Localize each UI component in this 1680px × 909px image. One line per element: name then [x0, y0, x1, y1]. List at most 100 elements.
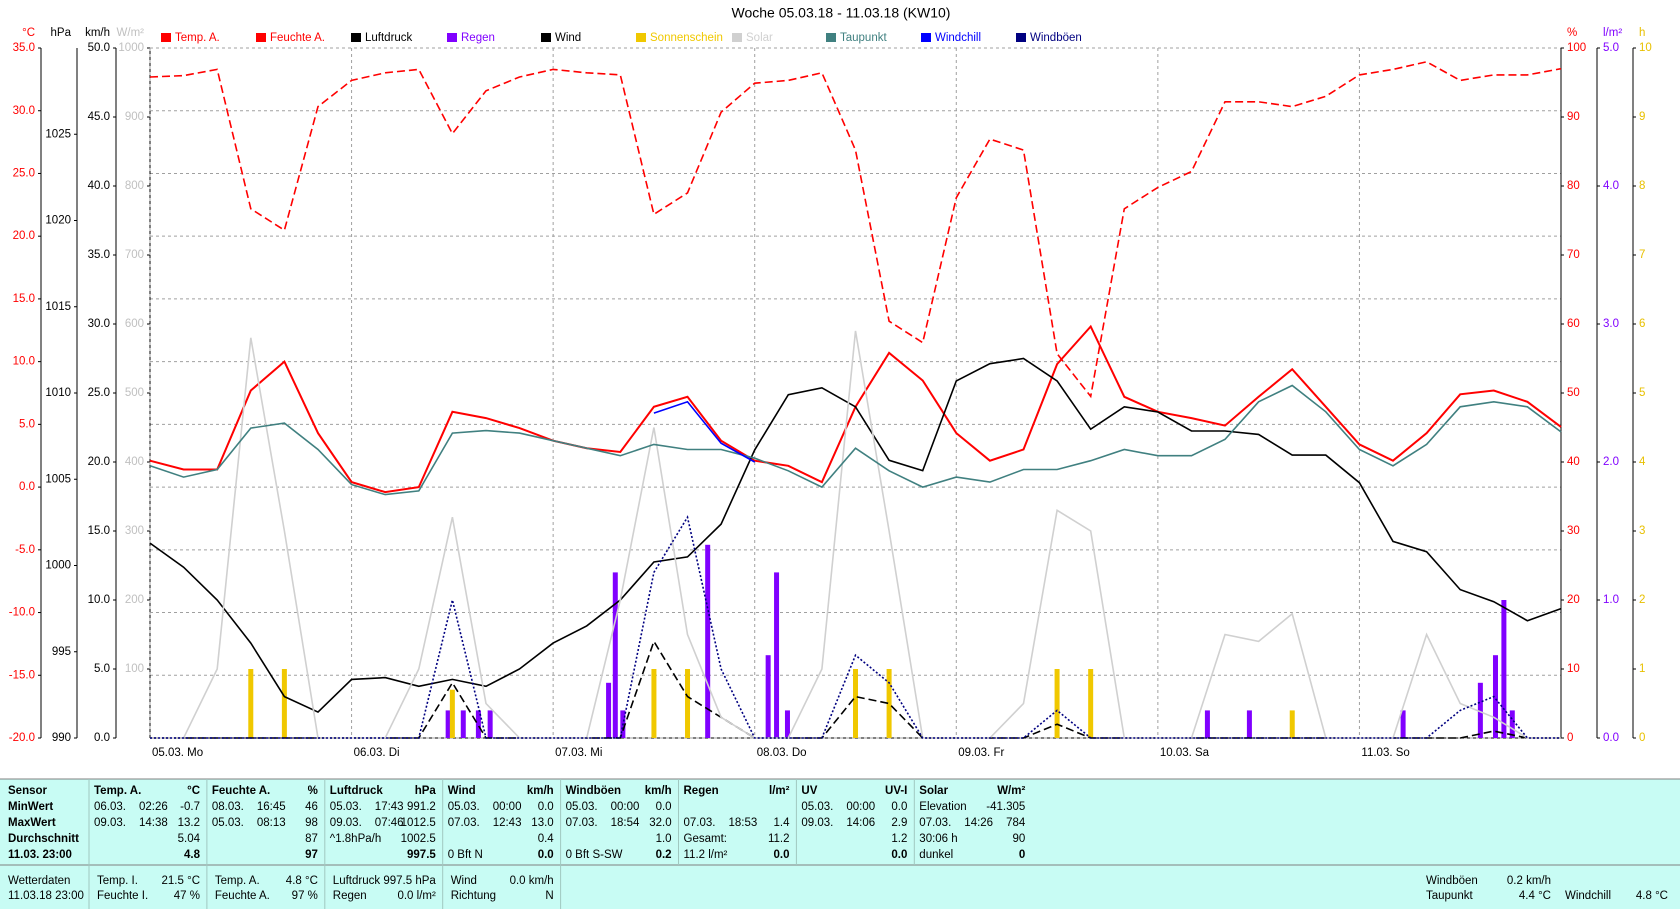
y-tick-label: 1015 [45, 301, 71, 313]
y-tick-label: 35.0 [88, 249, 110, 261]
table-cell: Gesamt: [684, 833, 727, 845]
y-tick-label: 20 [1567, 594, 1580, 606]
table-cell: 0.0 [891, 849, 907, 861]
y-tick-label: 15.0 [88, 525, 110, 537]
y-tick-label: 3.0 [1603, 318, 1619, 330]
bar [685, 669, 691, 738]
y-tick-label: 10.0 [13, 356, 35, 368]
current-value: 0.2 km/h [1507, 875, 1551, 887]
bar [1289, 710, 1295, 738]
current-cell: 21.5 °C [162, 875, 200, 887]
y-tick-label: 800 [125, 180, 144, 192]
table-header: Wind [448, 785, 476, 797]
table-unit: km/h [645, 785, 672, 797]
current-cell: 47 % [174, 890, 200, 902]
table-unit: km/h [527, 785, 554, 797]
bar [460, 710, 466, 738]
y-tick-label: 5.0 [1603, 42, 1619, 54]
row-label: MaxWert [8, 817, 56, 829]
table-header: Feuchte A. [212, 785, 270, 797]
table-cell: 07:46 [375, 817, 404, 829]
table-cell: 2.9 [891, 817, 907, 829]
legend-label: Wind [555, 32, 581, 44]
y-tick-label: 8 [1639, 180, 1645, 192]
y-tick-label: 1000 [118, 42, 144, 54]
bar [1501, 600, 1507, 738]
table-header: Luftdruck [330, 785, 384, 797]
table-cell: 14:38 [139, 817, 168, 829]
y-tick-label: 500 [125, 387, 144, 399]
table-unit: l/m² [769, 785, 790, 797]
x-tick-label: 06.03. Di [354, 747, 400, 759]
table-cell: 18:54 [611, 817, 640, 829]
bar [475, 710, 481, 738]
table-cell: 1012.5 [401, 817, 436, 829]
table-cell: 46 [305, 801, 318, 813]
y-tick-label: 70 [1567, 249, 1580, 261]
table-cell: 07.03. [919, 817, 951, 829]
table-cell: 1.0 [656, 833, 672, 845]
y-tick-label: 5 [1639, 387, 1645, 399]
y-tick-label: -15.0 [9, 669, 35, 681]
y-tick-label: 1025 [45, 128, 71, 140]
x-tick-label: 09.03. Fr [958, 747, 1004, 759]
y-tick-label: -5.0 [15, 544, 35, 556]
table-cell: 0.0 [538, 801, 554, 813]
y-tick-label: 0.0 [1603, 732, 1619, 744]
x-tick-label: 07.03. Mi [555, 747, 602, 759]
bar [445, 710, 451, 738]
current-value: 4.8 °C [1636, 890, 1668, 902]
y-tick-label: 15.0 [13, 293, 35, 305]
table-cell: 05.03. [448, 801, 480, 813]
table-cell: 0.0 [656, 801, 672, 813]
legend-swatch [161, 33, 171, 42]
bar [886, 669, 892, 738]
y-tick-label: 1020 [45, 215, 71, 227]
current-cell: Regen [333, 890, 367, 902]
y-tick-label: 900 [125, 111, 144, 123]
table-cell: 0 Bft S-SW [566, 849, 623, 861]
y-tick-label: 0 [1567, 732, 1573, 744]
y-tick-label: 1010 [45, 387, 71, 399]
axis-title: °C [22, 27, 35, 39]
legend-label: Regen [461, 32, 495, 44]
y-tick-label: -20.0 [9, 732, 35, 744]
current-cell: 0.0 l/m² [397, 890, 436, 902]
y-tick-label: 3 [1639, 525, 1645, 537]
x-tick-label: 08.03. Do [757, 747, 807, 759]
table-cell: 02:26 [139, 801, 168, 813]
bar [1477, 682, 1483, 738]
bar [1204, 710, 1210, 738]
table-cell: 05.03. [330, 801, 362, 813]
series-line [653, 400, 756, 463]
table-cell: 997.5 [407, 849, 436, 861]
series-line [149, 357, 1562, 714]
table-cell: 11.2 l/m² [684, 849, 728, 861]
table-cell: 97 [305, 849, 318, 861]
y-tick-label: 700 [125, 249, 144, 261]
table-cell: Elevation [919, 801, 966, 813]
table-cell: 0 [1019, 849, 1025, 861]
axis-title: W/m² [117, 27, 145, 39]
bar [248, 669, 254, 738]
axis-title: l/m² [1603, 27, 1622, 39]
series-line [149, 60, 1562, 399]
current-cell: Wind [451, 875, 477, 887]
series-line [150, 515, 1561, 739]
y-tick-label: 0 [1639, 732, 1645, 744]
y-tick-label: 1.0 [1603, 594, 1619, 606]
table-cell: 05.03. [801, 801, 833, 813]
table-cell: 1.4 [774, 817, 791, 829]
y-tick-label: 9 [1639, 111, 1645, 123]
table-header: Regen [684, 785, 719, 797]
axis-title: km/h [85, 27, 110, 39]
legend-label: Windchill [935, 32, 981, 44]
y-tick-label: 2.0 [1603, 456, 1619, 468]
current-cell: Temp. A. [215, 875, 260, 887]
legend-swatch [541, 33, 551, 42]
bar [487, 710, 493, 738]
legend-label: Taupunkt [840, 32, 887, 44]
current-cell: 11.03.18 23:00 [8, 890, 84, 902]
legend-swatch [256, 33, 266, 42]
